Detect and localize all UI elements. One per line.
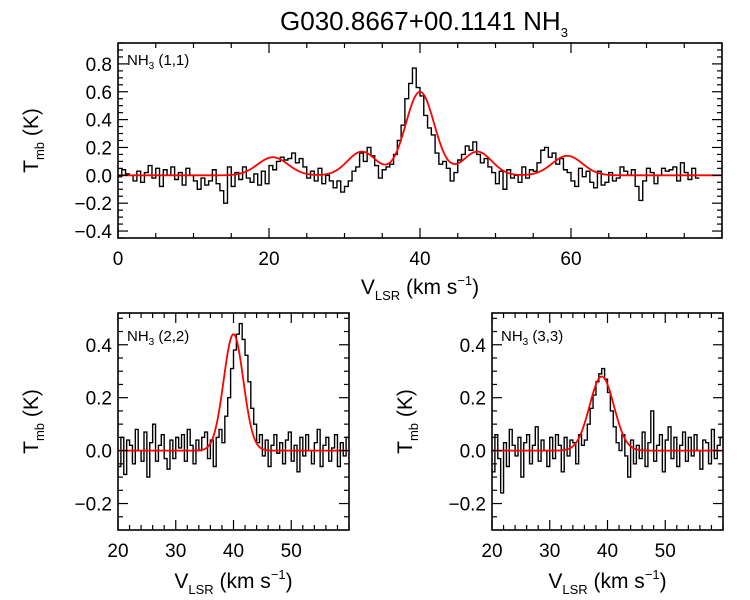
x-tick-label: 60 [560, 249, 581, 270]
x-axis-label-sub: LSR [562, 582, 587, 597]
y-tick-label: 0.0 [86, 442, 112, 463]
x-tick-label: 20 [107, 541, 128, 562]
plot-area [118, 322, 349, 478]
y-axis-label-sub: mb [32, 142, 47, 160]
figure-title-main: G030.8667+00.1141 NH [280, 6, 561, 36]
y-axis-label: Tmb (K) [394, 389, 421, 454]
gaussian-fit-line [118, 333, 349, 452]
x-axis-label-sub: LSR [188, 582, 213, 597]
x-axis-label-sub: LSR [375, 288, 400, 303]
x-tick-label: 40 [597, 541, 618, 562]
panel-label-sub: 3 [149, 61, 155, 72]
y-axis-label-unit: (K) [394, 389, 417, 423]
panel-label-transition: (3,3) [528, 328, 563, 345]
panel-label: NH3 (3,3) [501, 328, 563, 348]
panel-label-transition: (2,2) [154, 328, 189, 345]
panel-label-main: NH [501, 328, 523, 345]
x-axis-label-close: ) [472, 276, 479, 299]
panel-label-transition: (1,1) [154, 52, 189, 69]
y-axis-label-sub: mb [32, 423, 47, 441]
plot-area [118, 67, 722, 204]
panel-nh3-33: 20 30 40 50 −0.2 0.0 0.2 0.4 VLSR (km s−1) Tmb (K… [394, 312, 724, 597]
x-tick-label: 40 [409, 249, 430, 270]
panel-label: NH3 (1,1) [127, 52, 189, 72]
spectrum-histogram [492, 367, 723, 494]
figure-title: G030.8667+00.1141 NH3 [280, 6, 568, 40]
x-tick-label: 30 [165, 541, 186, 562]
y-axis-label-unit: (K) [20, 108, 43, 142]
y-axis-label-main: T [20, 160, 43, 173]
panel-label: NH3 (2,2) [127, 328, 189, 348]
y-tick-label: 0.2 [460, 389, 486, 410]
y-tick-label: 0.2 [86, 389, 112, 410]
x-tick-label: 20 [481, 541, 502, 562]
y-tick-label: 0.4 [460, 336, 487, 357]
x-axis-label-unit: (km s [400, 276, 457, 299]
x-axis-label: VLSR (km s−1) [361, 273, 479, 303]
x-tick-label: 0 [113, 249, 124, 270]
y-tick-label: 0.6 [86, 83, 112, 104]
x-axis-label-main: V [361, 276, 375, 299]
x-axis-label-close: ) [660, 570, 667, 593]
spectrum-histogram [118, 67, 700, 204]
y-tick-label: 0.4 [86, 336, 113, 357]
x-axis-label-unit: (km s [214, 570, 271, 593]
y-tick-label: −0.2 [74, 194, 112, 215]
y-axis-label-main: T [20, 441, 43, 454]
y-axis-label-main: T [394, 441, 417, 454]
x-tick-label: 20 [258, 249, 279, 270]
y-tick-label: −0.2 [448, 495, 486, 516]
x-axis-label-sup: −1 [645, 567, 660, 582]
y-axis-label-unit: (K) [20, 389, 43, 423]
x-axis-label-close: ) [286, 570, 293, 593]
x-axis-label-sup: −1 [457, 273, 472, 288]
y-tick-label: 0.4 [86, 111, 113, 132]
x-tick-label: 40 [223, 541, 244, 562]
x-axis-label-main: V [174, 570, 188, 593]
panel-label-main: NH [127, 52, 149, 69]
y-tick-label: 0.0 [86, 166, 112, 187]
panel-label-sub: 3 [149, 337, 155, 348]
y-tick-label: 0.8 [86, 55, 112, 76]
y-axis-label: Tmb (K) [20, 389, 47, 454]
panel-nh3-11: 0 20 40 60 −0.4 −0.2 0.0 0.2 0.4 0.6 0.8 VLSR (km s… [20, 42, 723, 303]
y-tick-label: −0.4 [74, 222, 112, 243]
x-tick-label: 30 [539, 541, 560, 562]
gaussian-fit-line [118, 90, 722, 177]
panel-label-main: NH [127, 328, 149, 345]
panel-label-sub: 3 [523, 337, 529, 348]
y-tick-label: 0.0 [460, 442, 486, 463]
x-tick-label: 50 [655, 541, 676, 562]
x-tick-label: 50 [281, 541, 302, 562]
x-axis-label-main: V [548, 570, 562, 593]
x-axis-label: VLSR (km s−1) [548, 567, 666, 597]
gaussian-fit-line [492, 375, 723, 452]
panel-nh3-22: 20 30 40 50 −0.2 0.0 0.2 0.4 VLSR (km s−1) Tmb (K… [20, 312, 350, 597]
y-axis-label: Tmb (K) [20, 108, 47, 173]
y-tick-label: −0.2 [74, 495, 112, 516]
figure-title-sub: 3 [561, 25, 568, 40]
y-tick-label: 0.2 [86, 138, 112, 159]
plot-frame [117, 42, 723, 239]
x-axis-label-unit: (km s [588, 570, 645, 593]
x-axis-label: VLSR (km s−1) [174, 567, 292, 597]
y-axis-label-sub: mb [406, 423, 421, 441]
x-axis-label-sup: −1 [271, 567, 286, 582]
plot-area [492, 367, 723, 494]
